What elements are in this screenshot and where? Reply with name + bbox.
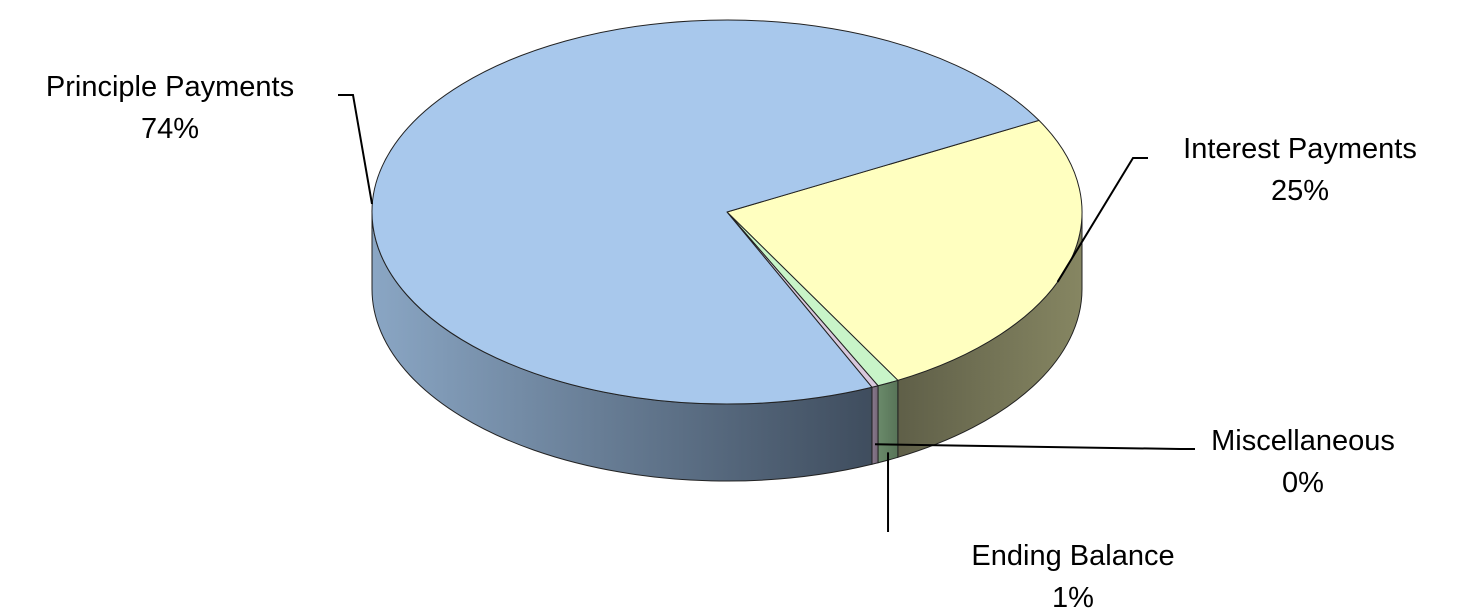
label-ending-name: Ending Balance: [971, 540, 1174, 572]
pie-tops: [371, 19, 1083, 405]
pie-side-misc: [871, 385, 879, 465]
leader-line-interest: [1056, 157, 1148, 283]
label-interest-name: Interest Payments: [1183, 133, 1417, 165]
leader-line-misc: [874, 443, 1195, 450]
label-principle-percent: 74%: [141, 113, 199, 145]
pie-slice-principle: [371, 19, 1040, 405]
label-principle-name: Principle Payments: [46, 71, 294, 103]
label-ending-percent: 1%: [1052, 582, 1094, 614]
leader-line-principle: [338, 94, 373, 205]
label-interest-percent: 25%: [1271, 175, 1329, 207]
label-misc-percent: 0%: [1282, 467, 1324, 499]
label-misc-name: Miscellaneous: [1211, 425, 1395, 457]
pie-side-ending: [877, 379, 899, 464]
leader-lines: [338, 94, 1195, 532]
